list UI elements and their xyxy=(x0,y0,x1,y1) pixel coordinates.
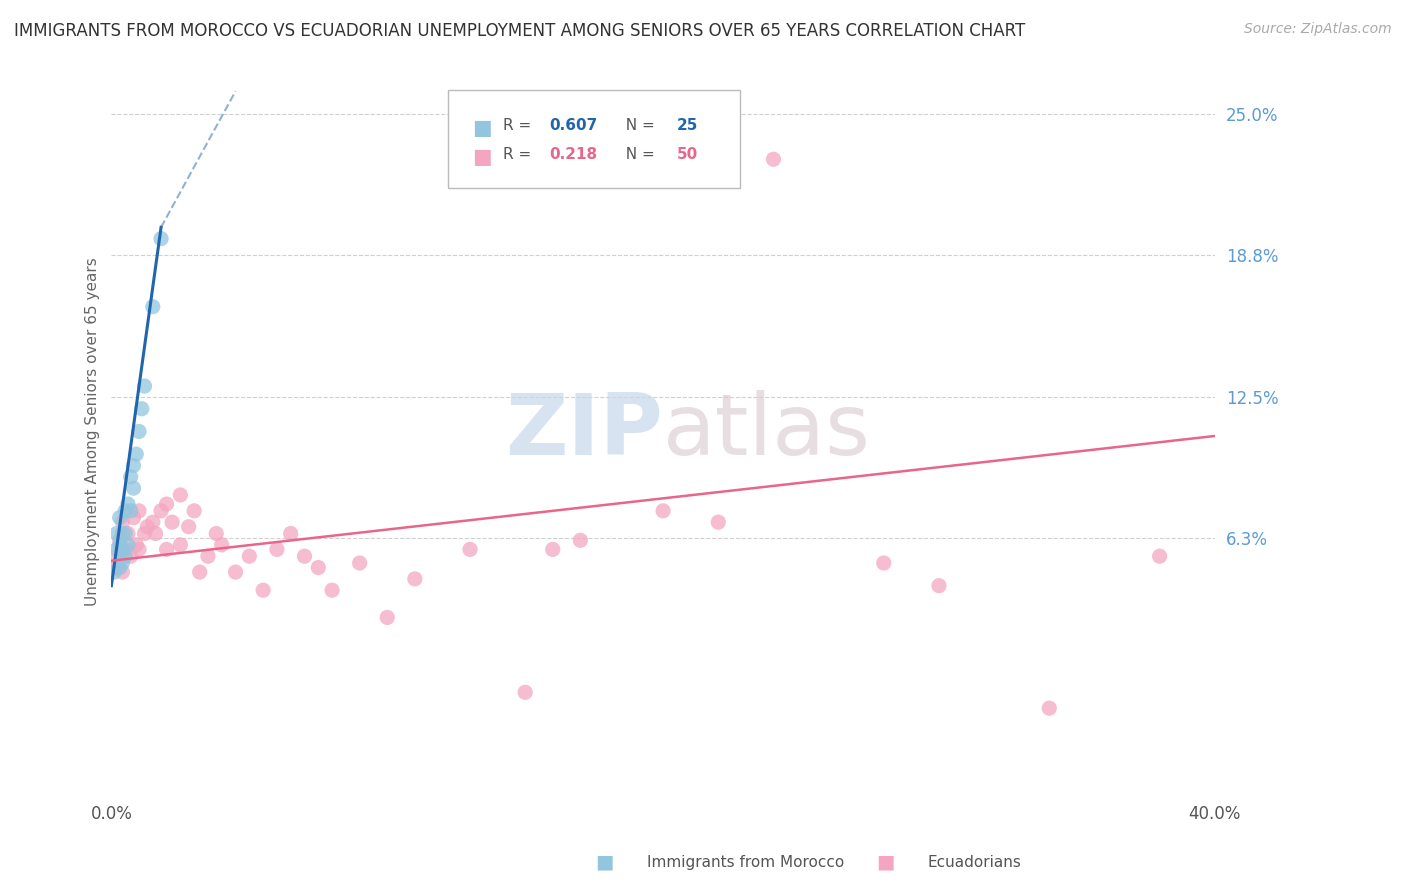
Point xyxy=(238,549,260,564)
Point xyxy=(122,458,145,473)
Point xyxy=(125,447,148,461)
Point xyxy=(1149,549,1171,564)
Text: N =: N = xyxy=(616,118,659,133)
Point xyxy=(105,542,128,557)
Point xyxy=(131,401,153,416)
Point xyxy=(117,497,139,511)
Point xyxy=(188,565,211,579)
Point xyxy=(197,549,219,564)
Point xyxy=(111,515,134,529)
Point xyxy=(707,515,730,529)
Point xyxy=(128,425,150,439)
Point xyxy=(1038,701,1060,715)
Point xyxy=(225,565,247,579)
Point xyxy=(120,470,142,484)
Point xyxy=(114,542,136,557)
Text: Source: ZipAtlas.com: Source: ZipAtlas.com xyxy=(1244,22,1392,37)
Point xyxy=(160,515,183,529)
Point xyxy=(142,300,165,314)
Point xyxy=(169,538,191,552)
Point xyxy=(108,538,131,552)
Text: 0.218: 0.218 xyxy=(550,147,598,162)
Text: ■: ■ xyxy=(876,852,896,871)
FancyBboxPatch shape xyxy=(449,90,741,188)
Text: ■: ■ xyxy=(472,118,492,138)
Point xyxy=(150,232,173,246)
Point xyxy=(375,610,398,624)
Point xyxy=(183,504,205,518)
Point xyxy=(252,583,274,598)
Point xyxy=(928,579,950,593)
Point xyxy=(114,526,136,541)
Point xyxy=(111,556,134,570)
Point xyxy=(321,583,343,598)
Text: atlas: atlas xyxy=(664,390,872,473)
Point xyxy=(205,526,228,541)
Point xyxy=(294,549,316,564)
Text: 25: 25 xyxy=(676,118,697,133)
Text: 0.607: 0.607 xyxy=(550,118,598,133)
Point xyxy=(136,519,159,533)
Point xyxy=(155,497,177,511)
Text: IMMIGRANTS FROM MOROCCO VS ECUADORIAN UNEMPLOYMENT AMONG SENIORS OVER 65 YEARS C: IMMIGRANTS FROM MOROCCO VS ECUADORIAN UN… xyxy=(14,22,1025,40)
Point xyxy=(541,542,564,557)
Point xyxy=(569,533,592,548)
Point xyxy=(120,504,142,518)
Point xyxy=(134,379,156,393)
Point xyxy=(404,572,426,586)
Point xyxy=(155,542,177,557)
Point xyxy=(103,565,125,579)
Point xyxy=(652,504,675,518)
Point xyxy=(105,560,128,574)
Text: R =: R = xyxy=(503,147,536,162)
Point xyxy=(111,542,134,557)
Point xyxy=(762,153,785,167)
Point xyxy=(280,526,302,541)
Point xyxy=(108,510,131,524)
Point xyxy=(117,526,139,541)
Point xyxy=(211,538,233,552)
Text: Ecuadorians: Ecuadorians xyxy=(928,855,1022,870)
Text: Immigrants from Morocco: Immigrants from Morocco xyxy=(647,855,844,870)
Point xyxy=(150,504,173,518)
Y-axis label: Unemployment Among Seniors over 65 years: Unemployment Among Seniors over 65 years xyxy=(86,257,100,606)
Point xyxy=(111,565,134,579)
Point xyxy=(105,526,128,541)
Point xyxy=(145,526,167,541)
Point xyxy=(120,549,142,564)
Point xyxy=(114,549,136,564)
Point xyxy=(117,538,139,552)
Text: 50: 50 xyxy=(676,147,697,162)
Point xyxy=(122,510,145,524)
Point xyxy=(134,526,156,541)
Text: R =: R = xyxy=(503,118,536,133)
Point xyxy=(142,515,165,529)
Point xyxy=(169,488,191,502)
Point xyxy=(177,519,200,533)
Point xyxy=(873,556,896,570)
Point xyxy=(108,560,131,574)
Text: ■: ■ xyxy=(472,147,492,167)
Point xyxy=(111,542,134,557)
Point xyxy=(103,549,125,564)
Point xyxy=(122,481,145,495)
Point xyxy=(111,526,134,541)
Point xyxy=(128,542,150,557)
Point xyxy=(128,504,150,518)
Point xyxy=(266,542,288,557)
Point xyxy=(307,560,329,574)
Point xyxy=(458,542,481,557)
Point xyxy=(349,556,371,570)
Point xyxy=(515,685,537,699)
Text: ZIP: ZIP xyxy=(505,390,664,473)
Text: ■: ■ xyxy=(595,852,614,871)
Point xyxy=(108,533,131,548)
Point xyxy=(114,504,136,518)
Point xyxy=(125,538,148,552)
Text: N =: N = xyxy=(616,147,659,162)
